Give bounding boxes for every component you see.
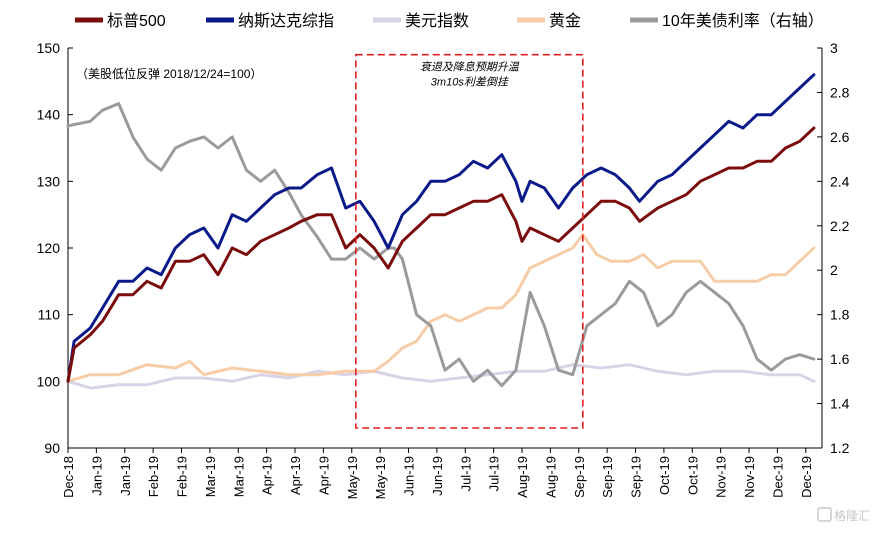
x-tick-label: Apr-19 bbox=[288, 456, 303, 495]
chart-note: （美股低位反弹 2018/12/24=100） bbox=[76, 66, 262, 81]
y-left-tick-label: 120 bbox=[37, 240, 61, 256]
annotation-box bbox=[355, 53, 584, 429]
legend: 标普500 纳斯达克综指 美元指数 黄金 10年美债利率（右轴） bbox=[75, 12, 824, 30]
y-right-tick-label: 1.8 bbox=[830, 307, 850, 323]
x-tick-label: Apr-19 bbox=[316, 456, 331, 495]
y-right-tick-label: 1.6 bbox=[830, 351, 850, 367]
x-tick-label: Apr-19 bbox=[260, 456, 275, 495]
x-tick-label: Nov-19 bbox=[714, 456, 729, 498]
y-left-tick-label: 140 bbox=[37, 107, 61, 123]
legend-label-2: 美元指数 bbox=[405, 12, 469, 30]
x-tick-label: Nov-19 bbox=[742, 456, 757, 498]
x-tick-label: Mar-19 bbox=[203, 456, 218, 497]
x-tick-label: Jan-19 bbox=[89, 456, 104, 496]
series-line-3 bbox=[66, 233, 816, 383]
x-tick-label: Feb-19 bbox=[146, 456, 161, 497]
x-tick-label: Dec-19 bbox=[799, 456, 814, 498]
x-tick-label: Jan-19 bbox=[118, 456, 133, 496]
legend-label-1: 纳斯达克综指 bbox=[238, 12, 334, 30]
x-tick-label: May-19 bbox=[373, 456, 388, 499]
annotation: 衰退及降息预期升温 3m10s利差倒挂 bbox=[355, 53, 584, 429]
x-tick-label: Aug-19 bbox=[515, 456, 530, 498]
x-tick-label: Dec-18 bbox=[61, 456, 76, 498]
series-line-0 bbox=[66, 126, 816, 383]
y-left-tick-label: 130 bbox=[37, 173, 61, 189]
x-tick-label: Jun-19 bbox=[402, 456, 417, 496]
g-logo-icon bbox=[817, 507, 832, 522]
x-tick-label: Sep-19 bbox=[600, 456, 615, 498]
y-right-tick-label: 2 bbox=[830, 262, 838, 278]
watermark-text: 格隆汇 bbox=[834, 508, 870, 523]
y-right-tick-label: 2.6 bbox=[830, 129, 850, 145]
y-right-tick-label: 2.4 bbox=[830, 173, 850, 189]
series-line-4 bbox=[66, 102, 816, 388]
x-tick-label: Mar-19 bbox=[231, 456, 246, 497]
y-right-tick-label: 1.4 bbox=[830, 396, 850, 412]
legend-label-0: 标普500 bbox=[107, 12, 166, 30]
x-tick-label: Dec-19 bbox=[770, 456, 785, 498]
y-right-tick-label: 2.8 bbox=[830, 84, 850, 100]
x-tick-label: May-19 bbox=[345, 456, 360, 499]
x-tick-label: Sep-19 bbox=[629, 456, 644, 498]
x-tick-label: Jun-19 bbox=[430, 456, 445, 496]
y-right-tick-label: 2.2 bbox=[830, 218, 850, 234]
x-tick-label: Jul-19 bbox=[487, 456, 502, 491]
legend-label-3: 黄金 bbox=[549, 12, 581, 30]
y-right-tick-label: 3 bbox=[830, 40, 838, 56]
series-line-2 bbox=[66, 363, 816, 390]
x-tick-label: Feb-19 bbox=[175, 456, 190, 497]
y-left-tick-label: 110 bbox=[38, 307, 61, 323]
axes: 90 100 110 120 130 140 150 1.2 1.4 1.6 1.8 2 2.2 2.4 2… bbox=[37, 40, 850, 499]
y-right-tick-label: 1.2 bbox=[830, 440, 850, 456]
series-layer bbox=[66, 73, 816, 390]
annotation-text: 3m10s利差倒挂 bbox=[431, 76, 509, 89]
annotation-text: 衰退及降息预期升温 bbox=[420, 61, 520, 74]
x-tick-label: Jul-19 bbox=[458, 456, 473, 491]
x-tick-label: Oct-19 bbox=[685, 456, 700, 495]
watermark: 格隆汇 bbox=[817, 507, 870, 523]
x-tick-label: Sep-19 bbox=[572, 456, 587, 498]
series-line-1 bbox=[66, 73, 816, 383]
x-tick-label: Oct-19 bbox=[657, 456, 672, 495]
legend-label-4: 10年美债利率（右轴） bbox=[662, 12, 824, 30]
y-left-tick-label: 100 bbox=[37, 373, 61, 389]
x-tick-label: Aug-19 bbox=[543, 456, 558, 498]
y-left-tick-label: 90 bbox=[44, 440, 60, 456]
y-left-tick-label: 150 bbox=[37, 40, 61, 56]
